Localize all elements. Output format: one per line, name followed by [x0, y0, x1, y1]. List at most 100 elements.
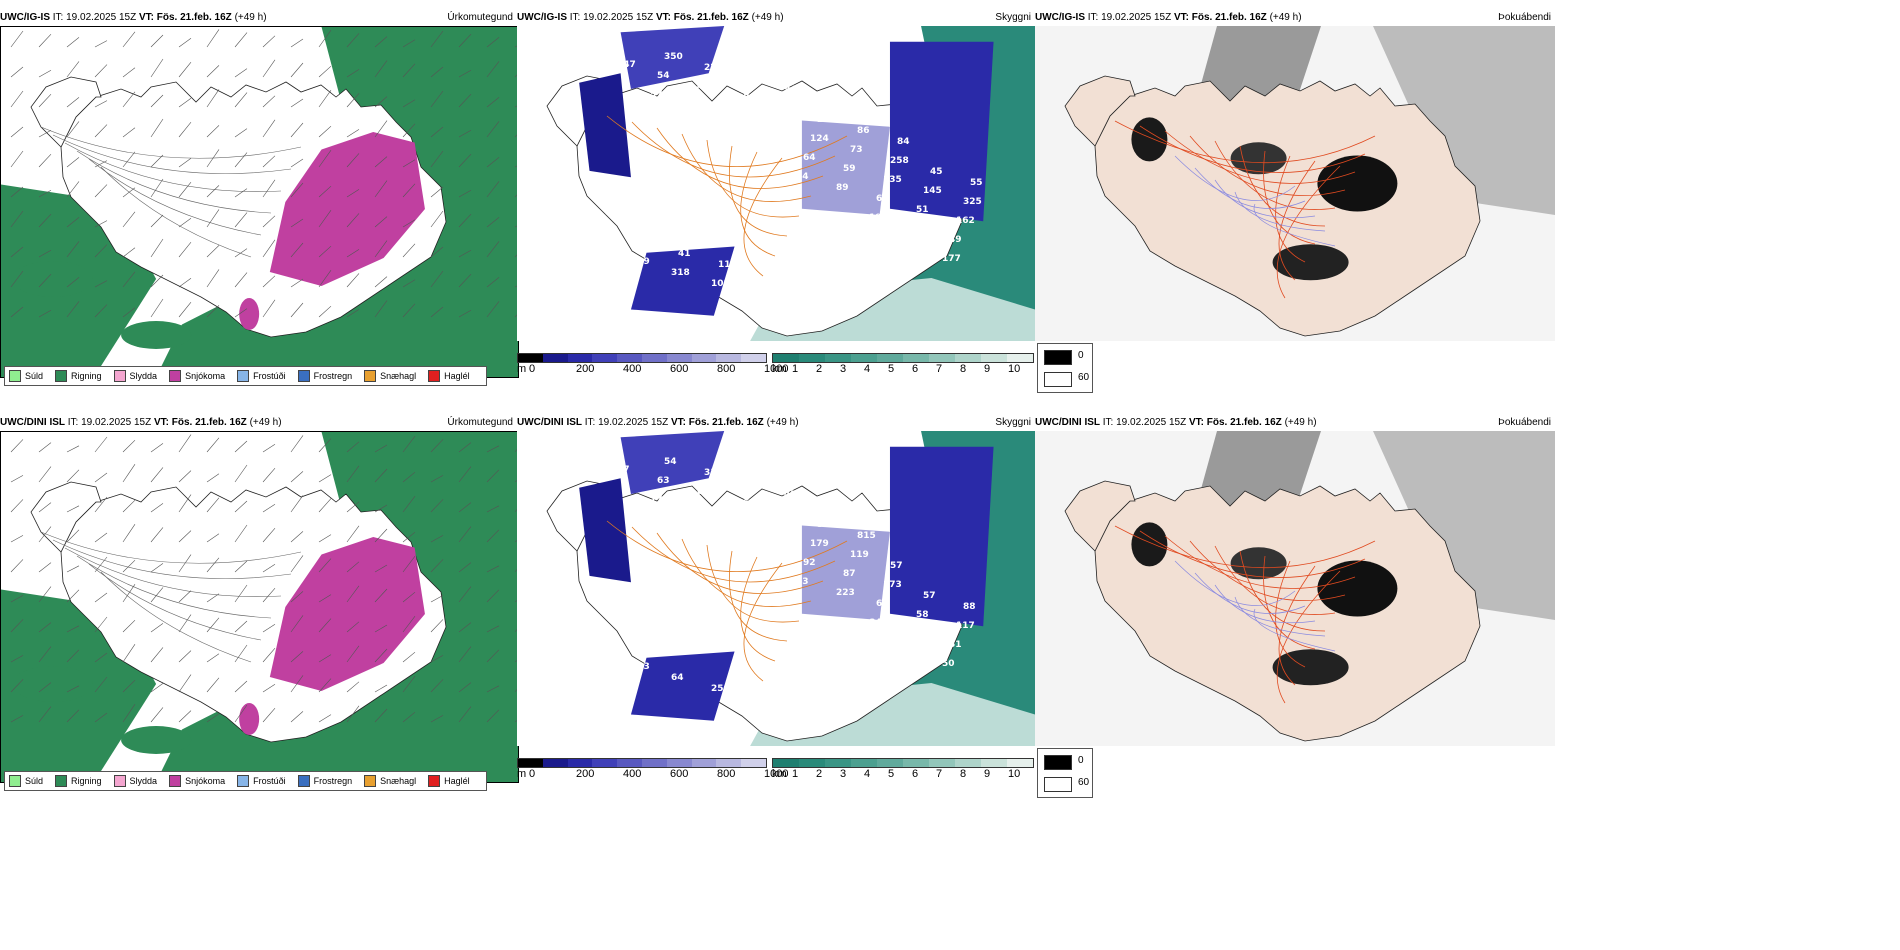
- legend-swatch-black: [1044, 755, 1072, 770]
- cloud-base-value: 306: [744, 74, 763, 84]
- colorbar-cell: [741, 354, 766, 362]
- colorbar-cell: [825, 354, 851, 362]
- map-panel-cloud: UWC/DINI ISL IT: 19.02.2025 15Z VT: Fös.…: [517, 415, 1035, 795]
- map-canvas[interactable]: 176 179 84 63 84 50 57 215 213 223 526 76 63 63 92 61 51…: [517, 431, 1035, 746]
- colorbar-cell: [666, 354, 692, 362]
- map-canvas[interactable]: [0, 431, 519, 783]
- cloud-base-value: 250: [711, 684, 730, 694]
- legend-item: Frostúði: [237, 775, 286, 787]
- cloud-ceiling-colorbar: m 0 200 400 600 800 1000: [517, 758, 788, 780]
- model-name: UWC/DINI ISL: [0, 417, 65, 428]
- colorbar-cell: [981, 759, 1007, 767]
- map-panel-precip: UWC/DINI ISL IT: 19.02.2025 15Z VT: Fös.…: [0, 415, 519, 795]
- panel-title: Skyggni: [995, 12, 1031, 23]
- colorbar-tick: 600: [670, 768, 689, 780]
- cloud-base-value: 135: [883, 175, 902, 185]
- colorbar-cell: [641, 759, 667, 767]
- cloud-base-value: 54: [796, 172, 809, 182]
- map-canvas[interactable]: [1035, 431, 1555, 746]
- colorbar-tick: 800: [717, 363, 736, 375]
- cloud-base-value: 91: [744, 479, 757, 489]
- panel-header: UWC/IG-IS IT: 19.02.2025 15Z VT: Fös. 21…: [0, 10, 517, 26]
- colorbar-cell: [877, 759, 903, 767]
- colorbar-tick: 0: [529, 768, 536, 780]
- colorbar-cell: [955, 759, 981, 767]
- model-name: UWC/IG-IS: [0, 12, 50, 23]
- panel-header: UWC/IG-IS IT: 19.02.2025 15Z VT: Fös. 21…: [1035, 10, 1555, 26]
- colorbar-cell: [542, 759, 568, 767]
- model-name: UWC/IG-IS: [517, 12, 567, 23]
- cloud-base-value: 60: [697, 487, 710, 497]
- colorbar-unit: km: [772, 363, 787, 375]
- cloud-base-value: 105: [824, 96, 843, 106]
- colorbar-tick: 8: [960, 363, 967, 375]
- colorbar-cell: [691, 354, 717, 362]
- legend-item: Slydda: [113, 775, 158, 787]
- valid-time-value: Fös. 21.feb. 16Z: [1191, 12, 1267, 23]
- cloud-base-value: 94: [784, 85, 797, 95]
- legend-label: Slydda: [129, 371, 158, 381]
- colorbar-cell: [773, 354, 799, 362]
- cloud-base-value: 144: [763, 142, 782, 152]
- panel-header: UWC/DINI ISL IT: 19.02.2025 15Z VT: Fös.…: [0, 415, 517, 431]
- cloud-base-value: 57: [617, 465, 630, 475]
- cloud-base-value: 91: [909, 224, 922, 234]
- cloud-base-value: 350: [664, 52, 683, 62]
- lead-time: (+49 h): [249, 417, 282, 428]
- cloud-base-value: 201: [777, 509, 796, 519]
- cloud-base-value: 325: [963, 197, 982, 207]
- lead-time: (+49 h): [1284, 417, 1317, 428]
- map-canvas[interactable]: 75 57 56 54 198 177 147 185 144 89 91 58 54 54 64 60 49 6…: [517, 26, 1035, 341]
- colorbar-tick: 1: [792, 363, 799, 375]
- colorbar-tick: 6: [912, 768, 919, 780]
- valid-time-label: VT:: [1188, 417, 1204, 428]
- map-panel-fog: UWC/IG-IS IT: 19.02.2025 15Z VT: Fös. 21…: [1035, 10, 1555, 393]
- valid-time-value: Fös. 21.feb. 16Z: [156, 12, 232, 23]
- colorbar-tick: 9: [984, 768, 991, 780]
- legend-label: Snjókoma: [185, 371, 226, 381]
- legend-item: Frostúði: [237, 370, 286, 382]
- colorbar-cell: [903, 759, 929, 767]
- legend-label: 0: [1078, 350, 1084, 361]
- legend-label: 60: [1078, 777, 1090, 788]
- colorbar-tick: 10: [1008, 363, 1021, 375]
- colorbar-cell: [592, 759, 618, 767]
- cloud-base-value: 84: [723, 536, 736, 546]
- legend-swatch: [169, 775, 182, 787]
- cloud-base-value: 60: [876, 194, 889, 204]
- legend-label: Frostregn: [313, 776, 353, 786]
- cloud-base-value: 73: [850, 145, 863, 155]
- init-time-label: IT:: [1087, 12, 1099, 23]
- valid-time-value: Fös. 21.feb. 16Z: [1206, 417, 1282, 428]
- legend-label: Slydda: [129, 776, 158, 786]
- legend-swatch: [9, 370, 21, 382]
- colorbar-cell: [851, 759, 877, 767]
- colorbar-tick: 400: [623, 768, 642, 780]
- cloud-base-value: 86: [857, 126, 870, 136]
- cloud-base-value: 435: [784, 490, 803, 500]
- legend-label: Snæhagl: [380, 776, 417, 786]
- legend-swatch: [364, 775, 377, 787]
- colorbar-cell: [567, 759, 593, 767]
- cloud-base-value: 117: [956, 621, 975, 631]
- cloud-base-value: 147: [617, 60, 636, 70]
- legend-swatch-white: [1044, 777, 1072, 792]
- init-time-value: 19.02.2025 15Z: [598, 417, 669, 428]
- colorbar-tick: 4: [864, 363, 871, 375]
- map-canvas[interactable]: [0, 26, 519, 378]
- legend-item: Snæhagl: [364, 775, 416, 787]
- legend-item: Súld: [9, 775, 43, 787]
- legend-swatch: [113, 370, 126, 382]
- cloud-base-value: 219: [638, 238, 657, 248]
- init-time-label: IT:: [1102, 417, 1114, 428]
- cloud-base-value: 48: [591, 246, 604, 256]
- cloud-base-value: 156: [638, 643, 657, 653]
- cloud-base-value: 75: [577, 49, 590, 59]
- colorbar-cell: [617, 759, 642, 767]
- colorbar-cell: [518, 354, 543, 362]
- colorbar-cell: [877, 354, 903, 362]
- colorbar-cell: [929, 759, 955, 767]
- cloud-base-value: 267: [817, 115, 836, 125]
- init-time-value: 19.02.2025 15Z: [66, 12, 137, 23]
- map-canvas[interactable]: [1035, 26, 1555, 341]
